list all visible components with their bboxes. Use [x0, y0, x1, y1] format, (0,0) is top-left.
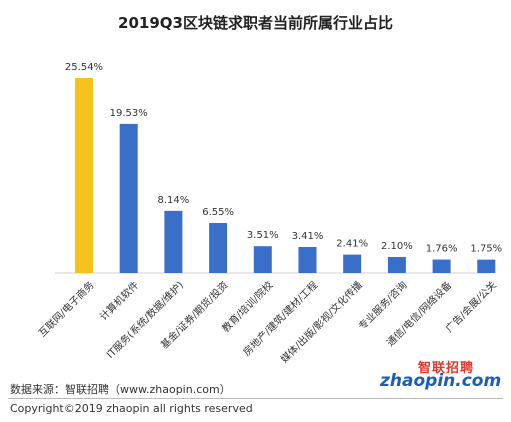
bar-4 [209, 222, 228, 273]
bar-8 [387, 256, 406, 273]
value-label-1: 25.54% [65, 62, 103, 73]
value-label-3: 8.14% [158, 195, 190, 206]
logo-text-cn: 智联招聘 [418, 361, 475, 376]
bar-9 [432, 259, 451, 273]
data-source: 数据来源：智联招聘（www.zhaopin.com） [10, 383, 231, 396]
logo-text-en: zhaopin.com [380, 371, 502, 391]
bar-2 [119, 123, 138, 273]
bar-5 [253, 246, 272, 273]
value-label-10: 1.75% [470, 244, 502, 255]
bar-7 [343, 254, 362, 273]
category-label-1: 互联网/电子商务 [36, 278, 97, 339]
bar-1 [75, 78, 93, 273]
value-label-8: 2.10% [381, 241, 413, 252]
value-label-2: 19.53% [110, 108, 148, 119]
bar-chart: 25.54% 互联网/电子商务 19.53% 计算机软件 8.14% IT服务(系统/数据… [36, 62, 503, 366]
bar-10 [477, 259, 496, 273]
category-label-3: IT服务(系统/数据/维护) [104, 278, 187, 361]
copyright-text: Copyright©2019 zhaopin all rights reserv… [10, 402, 253, 415]
value-label-7: 2.41% [336, 239, 368, 250]
category-label-7: 媒体/出版/影视/文化传播 [278, 278, 365, 365]
category-label-2: 计算机软件 [97, 278, 142, 323]
value-label-6: 3.41% [292, 231, 324, 242]
bar-3 [164, 210, 183, 273]
chart-title: 2019Q3区块链求职者当前所属行业占比 [118, 14, 393, 32]
value-label-5: 3.51% [247, 230, 279, 241]
value-label-9: 1.76% [426, 244, 458, 255]
bar-6 [298, 246, 317, 273]
zhaopin-logo: 智联招聘 zhaopin.com [380, 357, 505, 393]
category-label-6: 房地产/建筑/建材/工程 [240, 278, 320, 358]
value-label-4: 6.55% [202, 207, 234, 218]
footer-divider [8, 398, 503, 399]
